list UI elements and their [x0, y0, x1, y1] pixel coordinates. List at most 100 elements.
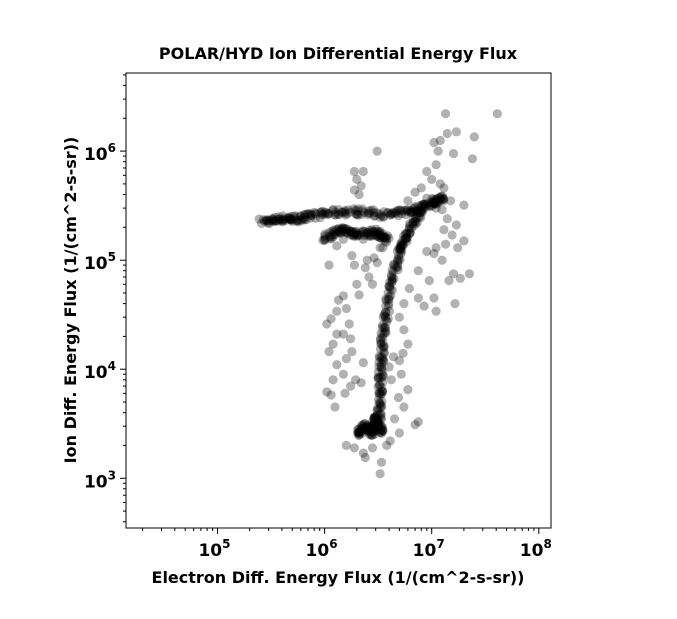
scatter-point [338, 225, 348, 235]
scatter-point [370, 425, 381, 435]
scatter-point [439, 194, 449, 204]
scatter-point [390, 262, 400, 272]
scatter-point [347, 347, 357, 357]
scatter-point [362, 255, 372, 265]
scatter-point [379, 207, 389, 217]
scatter-point [375, 228, 385, 238]
scatter-point [373, 405, 383, 415]
scatter-point [370, 211, 380, 221]
scatter-point [387, 265, 397, 275]
scatter-point [378, 229, 388, 239]
scatter-point [278, 216, 288, 226]
scatter-point [306, 209, 316, 219]
scatter-point [333, 209, 343, 219]
scatter-point [402, 232, 412, 243]
scatter-point [451, 220, 461, 230]
scatter-point [404, 224, 414, 234]
scatter-point [372, 417, 383, 427]
scatter-point [410, 202, 420, 212]
scatter-point [327, 226, 337, 236]
scatter-point [333, 295, 344, 305]
scatter-point [352, 209, 362, 219]
scatter-point [352, 231, 362, 241]
scatter-point [396, 209, 407, 219]
scatter-point [363, 427, 373, 437]
scatter-point [296, 215, 306, 225]
scatter-point [369, 417, 379, 427]
scatter-point [395, 245, 405, 255]
scatter-point [347, 227, 357, 237]
scatter-point [373, 373, 383, 383]
scatter-point [289, 211, 299, 221]
scatter-point [268, 214, 278, 224]
scatter-point [341, 303, 351, 314]
scatter-point [271, 216, 281, 226]
scatter-point [296, 211, 306, 221]
scatter-point [394, 312, 404, 322]
scatter-point [437, 205, 447, 215]
scatter-point [373, 232, 383, 242]
scatter-point [356, 181, 366, 191]
scatter-point [352, 174, 362, 184]
scatter-point [373, 372, 383, 382]
scatter-point [274, 214, 284, 224]
scatter-point [424, 201, 435, 211]
scatter-point [354, 424, 364, 434]
scatter-point [422, 193, 432, 203]
scatter-point [320, 233, 330, 243]
scatter-point [329, 227, 339, 237]
scatter-point [372, 422, 382, 432]
scatter-point [366, 231, 376, 241]
scatter-point [359, 423, 369, 433]
scatter-point [365, 426, 375, 437]
scatter-point [394, 205, 404, 215]
scatter-point [415, 206, 425, 216]
scatter-point [394, 428, 404, 438]
scatter-point [376, 230, 386, 240]
scatter-point [352, 206, 362, 216]
scatter-point [352, 210, 362, 220]
scatter-point [377, 359, 387, 369]
scatter-point [287, 216, 297, 226]
scatter-point [378, 370, 388, 380]
scatter-point [297, 215, 307, 225]
scatter-point [263, 218, 273, 228]
scatter-point [435, 192, 445, 202]
scatter-point [354, 430, 364, 440]
scatter-point [428, 198, 438, 208]
scatter-point [363, 426, 373, 436]
scatter-point [385, 284, 396, 294]
scatter-point [374, 357, 384, 367]
scatter-point [325, 234, 335, 244]
scatter-point [410, 216, 420, 226]
scatter-point [405, 208, 416, 218]
scatter-point [284, 213, 294, 223]
scatter-point [362, 424, 372, 435]
scatter-point [293, 215, 303, 226]
scatter-point [310, 209, 320, 219]
scatter-point [349, 229, 359, 239]
scatter-point [333, 204, 343, 215]
scatter-point [359, 424, 369, 434]
scatter-point [369, 412, 379, 422]
scatter-point [370, 424, 380, 434]
scatter-point [372, 231, 382, 241]
scatter-point [364, 208, 374, 218]
scatter-point [375, 399, 385, 409]
scatter-point [402, 228, 412, 238]
scatter-point [370, 426, 380, 437]
scatter-point [374, 415, 384, 425]
scatter-point [353, 230, 363, 240]
scatter-point [349, 260, 359, 270]
scatter-point [386, 290, 396, 300]
scatter-point [358, 448, 368, 458]
scatter-point [423, 198, 433, 208]
scatter-point [467, 154, 477, 164]
scatter-point [399, 205, 410, 215]
scatter-point [426, 197, 436, 207]
scatter-point [417, 208, 427, 218]
scatter-point [375, 372, 385, 382]
scatter-point [422, 166, 432, 177]
scatter-point [383, 231, 393, 241]
scatter-point [306, 210, 316, 221]
